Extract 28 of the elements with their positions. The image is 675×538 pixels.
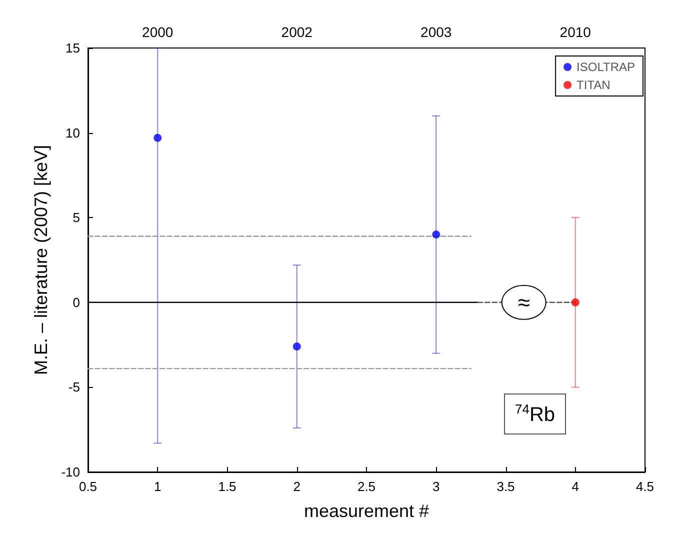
legend-label: TITAN [576, 78, 610, 92]
text: 2010 [560, 24, 592, 40]
x-tick-label: 2 [293, 479, 300, 494]
point [571, 298, 580, 306]
text: 2002 [281, 24, 313, 40]
x-tick-label: 4.5 [636, 479, 654, 494]
x-tick-label: 3.5 [496, 479, 515, 494]
y-tick-label: 5 [72, 210, 80, 226]
y-axis-title: M.E. – literature (2007) [keV] [31, 144, 51, 376]
y-tick-label: 0 [72, 294, 80, 310]
x-tick-label: 4 [572, 479, 579, 494]
annotation: ≈ [518, 290, 530, 315]
x-tick-label: 1.5 [218, 479, 236, 494]
y-tick-label: -5 [68, 380, 80, 395]
point [154, 134, 162, 142]
text: 2000 [142, 24, 174, 40]
x-tick-label: 3 [432, 479, 440, 494]
y-tick-label: -10 [61, 464, 80, 480]
x-tick-label: 1 [154, 479, 162, 494]
text: 2003 [420, 24, 452, 40]
point [432, 230, 440, 239]
x-tick-label: 0.5 [78, 479, 98, 494]
y-tick-label: 15 [66, 40, 80, 56]
x-axis-title: measurement # [304, 501, 430, 521]
legend-label: ISOLTRAP [576, 60, 636, 74]
x-tick-label: 2.5 [357, 479, 376, 494]
point [292, 342, 301, 350]
y-tick-label: 10 [66, 125, 80, 140]
